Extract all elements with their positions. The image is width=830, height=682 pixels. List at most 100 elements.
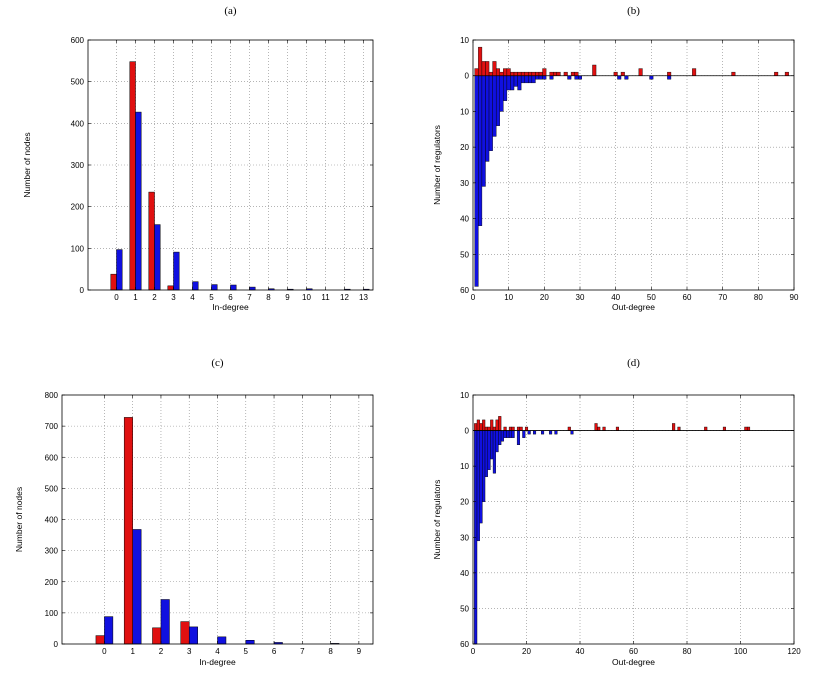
y-tick-label: 100 bbox=[71, 244, 85, 253]
bar-up-26 bbox=[563, 71, 568, 76]
bar-blue-0 bbox=[104, 616, 114, 645]
bar-up-18 bbox=[535, 71, 540, 76]
bar-blue-3 bbox=[188, 626, 198, 645]
y-tick-label: 10 bbox=[460, 391, 469, 400]
bar-up-9 bbox=[503, 68, 508, 76]
bar-up-17 bbox=[531, 71, 536, 76]
x-axis-label: Out-degree bbox=[612, 302, 655, 312]
y-tick-label: 10 bbox=[460, 36, 469, 45]
x-tick-label: 70 bbox=[718, 293, 727, 302]
bar-red-3 bbox=[167, 285, 174, 291]
x-tick-label: 12 bbox=[340, 293, 349, 302]
x-tick-label: 11 bbox=[321, 293, 330, 302]
bar-up-9 bbox=[495, 419, 499, 431]
bar-blue-4 bbox=[217, 636, 227, 645]
bar-down-13 bbox=[517, 75, 522, 91]
bar-up-55 bbox=[667, 71, 672, 76]
y-tick-label: 600 bbox=[45, 453, 59, 462]
bar-down-23 bbox=[532, 430, 537, 435]
bar-down-16 bbox=[528, 75, 533, 84]
bar-down-9 bbox=[503, 75, 508, 101]
bar-down-14 bbox=[508, 430, 512, 438]
bar-down-4 bbox=[482, 430, 486, 502]
bar-up-28 bbox=[570, 71, 575, 76]
bar-down-1 bbox=[474, 75, 479, 287]
bar-red-1 bbox=[123, 417, 133, 645]
y-tick-label: 600 bbox=[71, 36, 85, 45]
bar-blue-3 bbox=[173, 251, 180, 291]
bar-down-19 bbox=[538, 75, 543, 80]
bar-blue-2 bbox=[160, 599, 170, 645]
bar-up-4 bbox=[485, 61, 490, 76]
x-tick-label: 4 bbox=[190, 293, 195, 302]
axes-frame bbox=[472, 394, 795, 645]
bar-up-10 bbox=[506, 68, 511, 76]
bar-down-17 bbox=[531, 75, 536, 84]
bar-down-12 bbox=[513, 75, 518, 87]
bar-up-47 bbox=[638, 68, 643, 76]
chart-panel-c: 0 1 2 3 4 5 6 7 8 9 0 100 200 300 400 500 600 700 800 (c) In… bbox=[14, 357, 374, 667]
bar-up-22 bbox=[549, 71, 554, 76]
bar-up-13 bbox=[517, 71, 522, 76]
bar-down-21 bbox=[527, 430, 531, 435]
bar-up-36 bbox=[567, 426, 571, 431]
bar-up-77 bbox=[677, 426, 681, 431]
bar-up-87 bbox=[704, 426, 708, 431]
bar-up-62 bbox=[692, 68, 697, 76]
y-tick-label: 700 bbox=[45, 422, 59, 431]
y-axis-label: Number of regulators bbox=[432, 125, 442, 205]
x-tick-label: 2 bbox=[152, 293, 157, 302]
bar-red-2 bbox=[152, 627, 162, 645]
bar-up-20 bbox=[524, 426, 529, 431]
x-tick-label: 100 bbox=[734, 647, 748, 656]
bar-down-11 bbox=[510, 75, 515, 91]
bar-blue-4 bbox=[192, 281, 199, 291]
bar-up-10 bbox=[498, 416, 502, 431]
bar-down-8 bbox=[499, 75, 504, 112]
x-tick-label: 3 bbox=[171, 293, 176, 302]
y-tick-label: 50 bbox=[460, 250, 469, 259]
bar-up-85 bbox=[774, 71, 779, 76]
bar-up-49 bbox=[602, 426, 606, 431]
y-tick-label: 60 bbox=[460, 286, 469, 295]
bar-up-47 bbox=[597, 426, 601, 431]
x-tick-label: 60 bbox=[683, 293, 692, 302]
bar-down-15 bbox=[524, 75, 529, 84]
bar-blue-1 bbox=[135, 111, 142, 291]
bar-up-23 bbox=[553, 71, 558, 76]
bar-down-22 bbox=[549, 75, 554, 80]
x-tick-label: 40 bbox=[576, 647, 585, 656]
y-tick-label: 300 bbox=[71, 161, 85, 170]
bar-down-2 bbox=[476, 430, 480, 542]
panel-label: (c) bbox=[211, 357, 224, 369]
y-tick-label: 20 bbox=[460, 143, 469, 152]
y-tick-label: 0 bbox=[54, 640, 59, 649]
bar-up-34 bbox=[592, 64, 597, 76]
x-tick-label: 90 bbox=[790, 293, 799, 302]
x-tick-label: 30 bbox=[576, 293, 585, 302]
bar-up-102 bbox=[744, 426, 748, 431]
bar-up-7 bbox=[490, 419, 494, 431]
axes-frame bbox=[472, 39, 795, 291]
bar-down-30 bbox=[578, 75, 582, 80]
y-tick-label: 0 bbox=[465, 427, 470, 436]
bar-down-20 bbox=[542, 75, 547, 80]
bar-down-11 bbox=[500, 430, 504, 442]
bar-up-8 bbox=[492, 426, 496, 431]
bar-blue-0 bbox=[116, 249, 123, 291]
x-tick-label: 60 bbox=[629, 647, 638, 656]
x-tick-label: 5 bbox=[209, 293, 214, 302]
x-axis-label: Out-degree bbox=[612, 657, 655, 667]
bar-up-18 bbox=[519, 426, 523, 431]
y-tick-label: 400 bbox=[45, 516, 59, 525]
bar-down-17 bbox=[516, 430, 521, 446]
bar-down-6 bbox=[492, 75, 497, 137]
bar-down-4 bbox=[485, 75, 490, 162]
x-tick-label: 20 bbox=[522, 647, 531, 656]
x-tick-label: 7 bbox=[247, 293, 252, 302]
x-tick-label: 13 bbox=[359, 293, 368, 302]
bar-down-10 bbox=[506, 75, 511, 91]
bar-red-0 bbox=[95, 635, 105, 645]
bar-down-9 bbox=[495, 430, 499, 453]
bar-up-5 bbox=[488, 71, 493, 76]
